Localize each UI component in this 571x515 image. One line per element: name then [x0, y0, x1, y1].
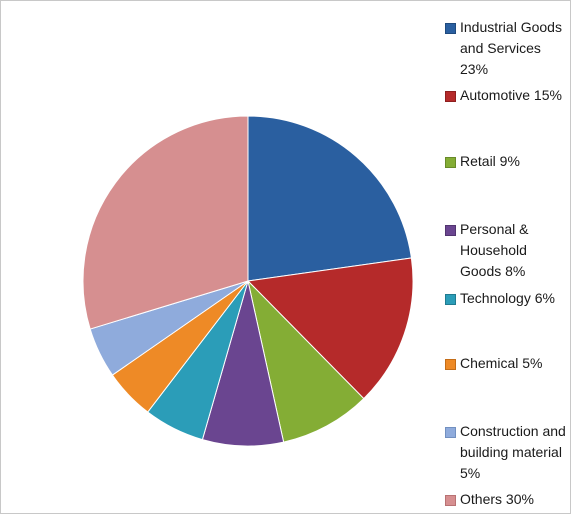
- pie-slice-automotive: [246, 257, 414, 400]
- legend-label: Personal & Household Goods 8%: [460, 221, 529, 279]
- legend-swatch: [445, 427, 456, 438]
- legend-label: Industrial Goods and Services 23%: [460, 19, 562, 77]
- legend-swatch: [445, 359, 456, 370]
- legend-label: Retail 9%: [460, 153, 520, 169]
- pie-slice-others: [82, 115, 249, 330]
- pie-slice-retail: [247, 279, 365, 443]
- legend-label: Technology 6%: [460, 290, 555, 306]
- pie-slice-industrial-goods-and-services: [247, 115, 412, 282]
- legend-label: Automotive 15%: [460, 87, 562, 103]
- legend-swatch: [445, 157, 456, 168]
- legend-swatch: [445, 294, 456, 305]
- legend-swatch: [445, 23, 456, 34]
- legend-label: Chemical 5%: [460, 355, 543, 371]
- legend-swatch: [445, 91, 456, 102]
- legend-swatch: [445, 495, 456, 506]
- legend-label: Construction and building material 5%: [460, 423, 566, 481]
- legend-label: Others 30%: [460, 491, 534, 507]
- legend-swatch: [445, 225, 456, 236]
